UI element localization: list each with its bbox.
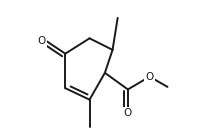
Text: O: O xyxy=(124,108,132,118)
Text: O: O xyxy=(38,36,46,46)
Text: O: O xyxy=(145,72,154,82)
